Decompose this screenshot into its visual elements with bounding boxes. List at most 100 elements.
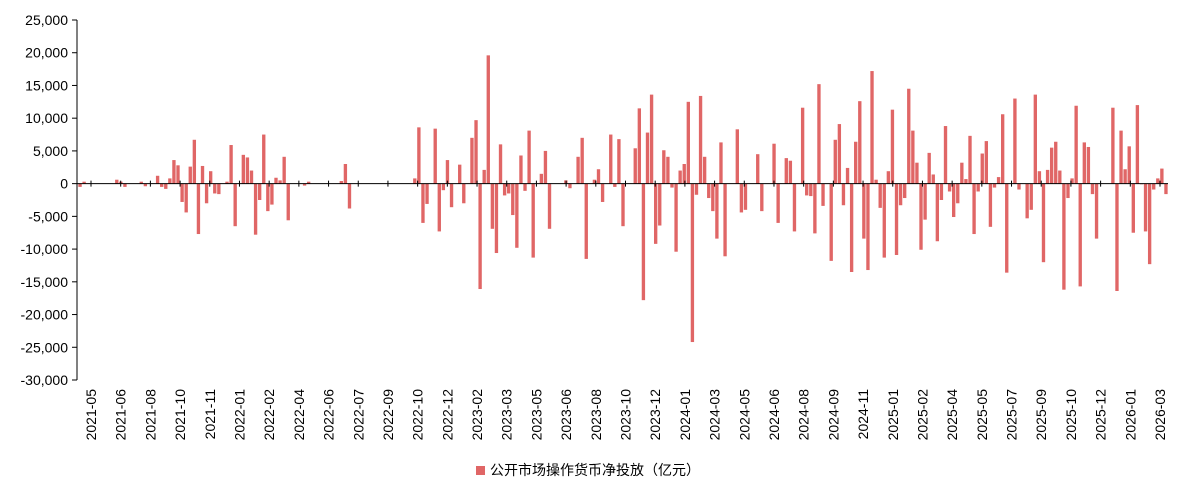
bar <box>229 145 233 184</box>
bar <box>527 130 531 184</box>
bar <box>217 183 221 195</box>
x-tick-label: 2022-01 <box>232 389 248 441</box>
bar <box>682 164 686 184</box>
bar <box>490 183 495 229</box>
bar <box>1111 107 1115 184</box>
x-tick-label: 2024-05 <box>736 389 752 441</box>
bar <box>666 156 670 184</box>
bar <box>449 183 454 208</box>
bar <box>253 183 258 235</box>
bar <box>343 164 348 184</box>
bar <box>474 120 478 184</box>
bar <box>841 183 846 206</box>
bar <box>225 181 229 184</box>
bar <box>494 183 499 254</box>
bar <box>458 164 462 184</box>
bar <box>1147 183 1152 265</box>
bar <box>915 162 919 184</box>
x-tick-label: 2025-05 <box>974 389 990 441</box>
bar <box>1160 168 1164 184</box>
bar <box>1086 146 1091 184</box>
bar <box>772 143 776 184</box>
x-tick-label: 2022-09 <box>380 389 396 441</box>
bar <box>1033 94 1037 184</box>
y-tick-label: -5,000 <box>28 208 68 224</box>
bar <box>266 183 270 212</box>
bar <box>674 183 678 252</box>
bar <box>123 183 127 187</box>
bar <box>143 183 148 187</box>
bar <box>960 162 964 184</box>
bar <box>1074 105 1078 184</box>
bar <box>1041 183 1046 263</box>
bar <box>584 183 588 259</box>
bar <box>543 150 548 184</box>
bar <box>502 183 507 196</box>
x-tick-label: 2023-08 <box>588 389 604 441</box>
bar <box>511 183 515 216</box>
bar <box>923 183 927 220</box>
bar <box>845 167 850 184</box>
bar <box>837 124 842 184</box>
bar <box>653 183 658 244</box>
bar <box>805 183 809 196</box>
bar <box>988 183 993 227</box>
x-tick-label: 2022-02 <box>261 389 277 441</box>
x-tick-label: 2026-03 <box>1152 389 1168 441</box>
bar <box>531 183 535 258</box>
x-tick-label: 2022-06 <box>321 389 337 441</box>
x-tick-label: 2024-11 <box>855 389 871 440</box>
bar <box>155 175 160 184</box>
bar <box>241 154 246 184</box>
bar <box>417 127 421 184</box>
legend-swatch <box>476 466 485 475</box>
bar <box>662 150 666 184</box>
bar <box>1156 178 1160 184</box>
x-tick-label: 2025-12 <box>1093 389 1109 441</box>
bar <box>433 128 437 184</box>
x-tick-label: 2025-09 <box>1033 389 1049 441</box>
bar <box>992 183 997 188</box>
y-axis-ticks: 25,000 20,000 15,000 10,000 5,000 0 -5,000 -10,… <box>21 12 77 388</box>
bar <box>645 132 650 184</box>
legend: 公开市场操作货币净投放（亿元） <box>476 462 700 479</box>
y-tick-label: -15,000 <box>21 274 69 290</box>
bar <box>980 153 984 184</box>
bar <box>1017 183 1021 190</box>
bar <box>115 179 119 184</box>
y-tick-label: 0 <box>60 176 68 192</box>
bar <box>204 183 209 204</box>
bar <box>931 174 935 184</box>
bar <box>286 183 290 221</box>
bar <box>1062 183 1066 290</box>
bar <box>519 155 523 184</box>
bar <box>515 183 519 248</box>
bar <box>939 183 944 200</box>
bar-series <box>78 55 1168 343</box>
bar <box>437 183 441 232</box>
bar <box>821 183 825 206</box>
bar <box>523 183 527 191</box>
bar <box>498 144 503 184</box>
bar <box>1078 183 1082 287</box>
bar <box>874 179 878 184</box>
bar <box>278 180 282 184</box>
bar <box>306 181 311 184</box>
bar <box>274 177 278 184</box>
bar <box>482 169 486 184</box>
x-tick-label: 2025-10 <box>1063 389 1079 441</box>
bar <box>262 134 266 184</box>
bar <box>160 183 164 187</box>
bar <box>858 101 862 184</box>
bar <box>886 171 891 184</box>
bar <box>776 183 780 223</box>
bar <box>792 183 797 232</box>
bar <box>707 183 711 199</box>
bar <box>833 139 837 184</box>
x-tick-label: 2021-05 <box>83 389 99 441</box>
bar <box>568 183 572 189</box>
bar <box>1049 147 1054 184</box>
y-tick-label: -30,000 <box>21 372 69 388</box>
y-tick-label: 10,000 <box>25 110 68 126</box>
x-tick-label: 2024-09 <box>825 389 841 441</box>
